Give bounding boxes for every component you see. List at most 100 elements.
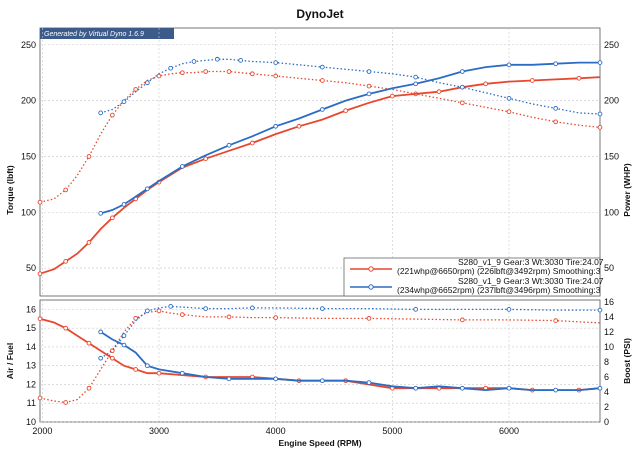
run1-torque-point: [506, 109, 512, 115]
run1-power-point: [436, 89, 442, 94]
legend-run1-line2: (221whp@6650rpm) (226lbft@3492rpm) Smoot…: [397, 266, 601, 276]
run1-boost-point: [226, 314, 232, 320]
run2-power-point: [366, 91, 372, 97]
run2-boost-point: [319, 306, 325, 311]
run2-torque-point: [214, 56, 220, 62]
run1-torque-point: [133, 87, 139, 92]
run2-airfuel-point: [226, 376, 232, 382]
boost-tick-labels: 0 2 4 6 8 10 12 14 16: [604, 297, 614, 427]
legend-run1-line1: S280_v1_9 Gear:3 Wt:3030 Tire:24.07: [458, 257, 604, 267]
run1-power-point: [343, 108, 349, 113]
rpm-tick-label: 2000: [32, 426, 52, 436]
rpm-axis-label: Engine Speed (RPM): [278, 438, 361, 448]
run1-boost-point: [86, 385, 92, 391]
run2-torque-point: [121, 99, 127, 105]
torque-axis-label: Torque (lbft): [5, 165, 15, 215]
power-tick-labels: 50 100 150 200 250: [604, 40, 619, 273]
torque-tick-label: 100: [21, 207, 36, 217]
run1-power-point: [249, 140, 255, 146]
torque-tick-labels: 50 100 150 200 250: [21, 40, 36, 273]
run2-torque-point: [168, 65, 174, 71]
legend: S280_v1_9 Gear:3 Wt:3030 Tire:24.07 (221…: [343, 257, 604, 297]
top-plot-area: [39, 27, 601, 297]
run1-torque-point: [86, 154, 92, 159]
run2-boost-point: [168, 304, 174, 309]
run2-power-point: [273, 123, 279, 129]
run2-torque-point: [98, 110, 104, 116]
power-tick-label: 250: [604, 40, 619, 50]
boost-tick-label: 14: [604, 312, 614, 322]
run1-torque-point: [366, 83, 372, 89]
run2-airfuel-point: [121, 342, 127, 348]
torque-tick-label: 150: [21, 151, 36, 161]
legend-run2-line1: S280_v1_9 Gear:3 Wt:3030 Tire:24.07: [458, 276, 604, 286]
bottom-plot-area: [39, 299, 601, 423]
boost-tick-label: 4: [604, 387, 609, 397]
airfuel-tick-labels: 10 11 12 13 14 15 16: [26, 304, 36, 427]
run1-torque-point: [63, 187, 69, 193]
run1-torque-point: [319, 78, 325, 83]
run1-airfuel-point: [86, 340, 92, 346]
run1-torque-point: [179, 70, 185, 76]
chart-title: DynoJet: [296, 7, 343, 21]
run2-power-point: [179, 164, 185, 169]
run2-power-point: [413, 81, 419, 87]
airfuel-tick-label: 15: [26, 323, 36, 333]
top-grid: [40, 28, 600, 296]
run1-boost-point: [37, 395, 43, 401]
run1-torque-point: [249, 71, 255, 77]
airfuel-tick-label: 14: [26, 342, 36, 352]
run2-airfuel-point: [553, 387, 559, 393]
boost-tick-label: 10: [604, 342, 614, 352]
run2-torque-point: [553, 106, 559, 111]
run2-boost-point: [144, 308, 150, 314]
run2-boost-point: [121, 333, 127, 339]
run1-torque-point: [156, 73, 162, 79]
run1-power-point: [86, 240, 92, 245]
run2-boost-point: [249, 305, 255, 311]
bottom-series: [37, 304, 603, 405]
run2-torque-point: [319, 64, 325, 70]
run2-boost-line: [100, 305, 600, 359]
run2-power-point: [226, 142, 232, 148]
run2-torque-point: [459, 84, 465, 90]
bottom-grid: [40, 300, 600, 423]
torque-tick-label: 250: [21, 40, 36, 50]
legend-marker-run2: [368, 284, 374, 290]
run1-power-point: [203, 156, 209, 161]
run2-torque-point: [238, 58, 244, 63]
rpm-tick-label: 3000: [149, 426, 169, 436]
airfuel-axis-label: Air / Fuel: [5, 343, 15, 379]
rpm-tick-label: 6000: [499, 426, 519, 436]
run2-airfuel-point: [273, 376, 279, 382]
airfuel-tick-label: 16: [26, 304, 36, 314]
run1-airfuel-point: [37, 316, 43, 322]
power-tick-label: 150: [604, 151, 619, 161]
legend-box: [343, 257, 601, 297]
run1-power-point: [389, 93, 395, 99]
run2-airfuel-point: [366, 380, 372, 385]
boost-tick-label: 0: [604, 417, 609, 427]
airfuel-boost-panel: 10 11 12 13 14 15 16 0 2 4 6 8 10 12 14 16 2000 3000 400…: [5, 297, 632, 448]
credit-banner: [40, 28, 174, 39]
run1-boost-point: [156, 308, 162, 314]
legend-marker-run1: [368, 266, 374, 272]
run2-torque-point: [144, 80, 150, 86]
run1-torque-point: [203, 69, 209, 74]
run2-power-point: [98, 211, 104, 216]
run2-boost-point: [506, 307, 512, 312]
run1-boost-point: [179, 312, 185, 317]
run1-torque-point: [109, 112, 115, 118]
torque-tick-label: 200: [21, 96, 36, 106]
torque-power-panel: Generated by Virtual Dyno 1.6.9 50 100 150…: [5, 27, 632, 297]
run1-torque-point: [273, 73, 279, 79]
credit-text: Generated by Virtual Dyno 1.6.9: [44, 31, 144, 38]
run1-power-point: [63, 259, 69, 264]
run1-boost-point: [273, 315, 279, 320]
top-series: [37, 56, 603, 277]
run2-boost-point: [413, 307, 419, 312]
run2-boost-point: [203, 306, 209, 311]
run1-power-point: [109, 215, 115, 221]
run2-power-point: [553, 61, 559, 67]
